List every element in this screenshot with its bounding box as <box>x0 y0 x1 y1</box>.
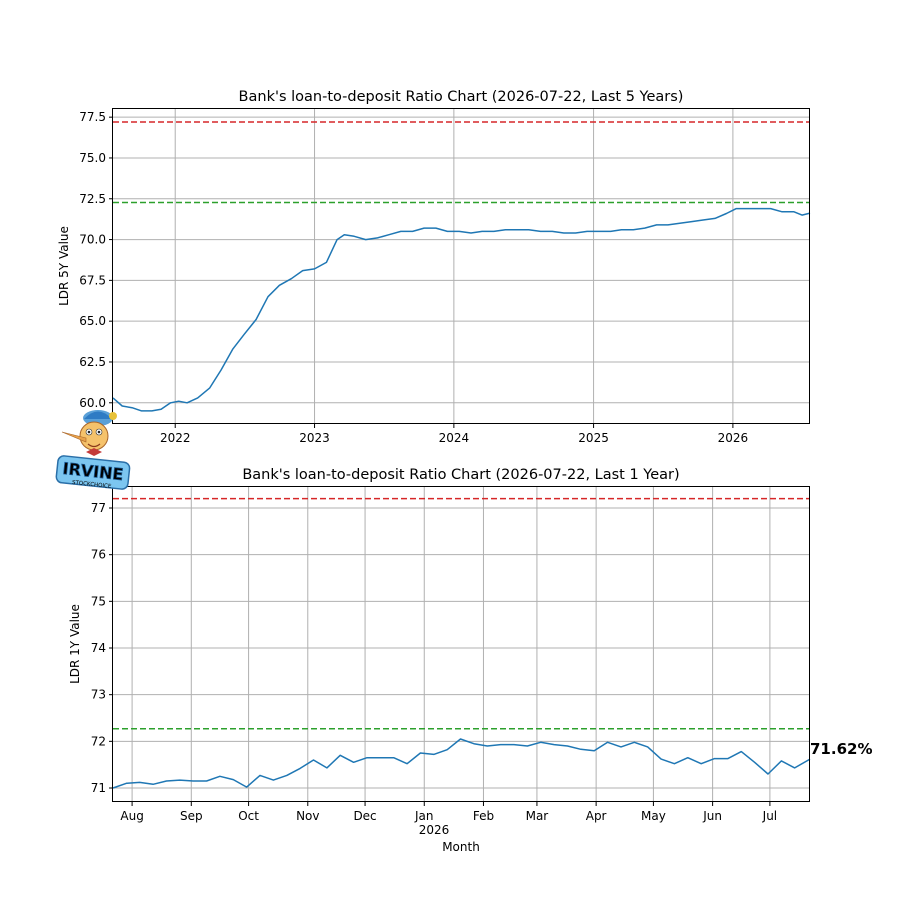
chart-1-year-x-tick-label: Jan <box>414 809 434 823</box>
chart-5-year-x-tick-label: 2025 <box>578 431 609 445</box>
logo-subtext: STOCKCHOICE <box>72 480 113 490</box>
chart-5-year-y-axis-label: LDR 5Y Value <box>57 226 71 306</box>
chart-5-year-y-tick-label: 62.5 <box>79 355 106 369</box>
chart-1-year-x-tick-label: Oct <box>238 809 259 823</box>
chart-1-year-x-tick-label: Aug <box>120 809 143 823</box>
chart-1-year-x-tick-label: Feb <box>473 809 494 823</box>
chart-1-year-x-axis-label: Month <box>442 840 480 854</box>
chart-1-year-series-line <box>112 738 811 789</box>
chart-1-year-x-year-label: 2026 <box>419 823 450 837</box>
chart-1-year-y-tick-label: 72 <box>91 734 106 748</box>
chart-1-year-y-tick-label: 76 <box>91 548 106 562</box>
chart-1-year-y-tick-label: 73 <box>91 688 106 702</box>
chart-1-year-y-tick-label: 77 <box>91 501 106 515</box>
chart-5-year-x-tick-label: 2023 <box>299 431 330 445</box>
chart-5-year-frame <box>112 108 810 424</box>
pinocchio-mascot-icon <box>61 410 117 456</box>
chart-5-year-y-ticks: 60.0 62.5 65.0 67.5 70.0 72.5 75.0 77.5 <box>79 110 113 410</box>
chart-5-year-x-tick-label: 2024 <box>439 431 470 445</box>
chart-1-year-x-tick-label: Jul <box>762 809 777 823</box>
chart-5-year-series-line <box>112 207 811 412</box>
chart-5-year-title: Bank's loan-to-deposit Ratio Chart (2026… <box>239 89 684 105</box>
chart-1-year-x-tick-label: Apr <box>586 809 607 823</box>
chart-5-year-threshold-lines <box>113 121 810 204</box>
chart-1-year-grid <box>113 487 810 802</box>
chart-1-year: Bank's loan-to-deposit Ratio Chart (2026… <box>68 467 872 854</box>
chart-1-year-x-tick-label: Sep <box>180 809 203 823</box>
chart-1-year-title: Bank's loan-to-deposit Ratio Chart (2026… <box>242 467 679 483</box>
chart-5-year-x-ticks: 2022 2023 2024 2025 2026 <box>160 424 748 445</box>
chart-1-year-y-tick-label: 71 <box>91 781 106 795</box>
chart-5-year-y-tick-label: 65.0 <box>79 314 106 328</box>
chart-1-year-y-tick-label: 74 <box>91 641 106 655</box>
chart-5-year: Bank's loan-to-deposit Ratio Chart (2026… <box>57 89 811 445</box>
chart-1-year-frame <box>112 486 810 802</box>
chart-1-year-x-tick-label: Dec <box>353 809 376 823</box>
chart-1-year-y-axis-label: LDR 1Y Value <box>68 604 82 684</box>
chart-1-year-x-tick-label: Nov <box>296 809 319 823</box>
chart-1-year-threshold-lines <box>113 497 810 730</box>
chart-5-year-y-tick-label: 72.5 <box>79 192 106 206</box>
chart-5-year-y-tick-label: 67.5 <box>79 273 106 287</box>
chart-5-year-y-tick-label: 75.0 <box>79 151 106 165</box>
chart-1-year-x-ticks: Aug Sep Oct Nov Dec Jan Feb Mar Apr May Jun Jul <box>120 802 777 823</box>
chart-5-year-grid <box>113 109 810 424</box>
chart-5-year-x-tick-label: 2026 <box>718 431 749 445</box>
chart-5-year-y-tick-label: 60.0 <box>79 396 106 410</box>
chart-1-year-x-tick-label: May <box>641 809 666 823</box>
chart-5-year-y-tick-label: 77.5 <box>79 110 106 124</box>
chart-5-year-y-tick-label: 70.0 <box>79 233 106 247</box>
chart-1-year-y-tick-label: 75 <box>91 594 106 608</box>
chart-1-year-y-ticks: 71 72 73 74 75 76 77 <box>91 501 113 795</box>
logo: IRVINE STOCKCHOICE <box>55 410 131 490</box>
chart-1-year-x-tick-label: Jun <box>702 809 722 823</box>
chart-5-year-x-tick-label: 2022 <box>160 431 191 445</box>
chart-1-year-last-value-label: 71.62% <box>810 740 872 758</box>
chart-1-year-x-tick-label: Mar <box>526 809 549 823</box>
